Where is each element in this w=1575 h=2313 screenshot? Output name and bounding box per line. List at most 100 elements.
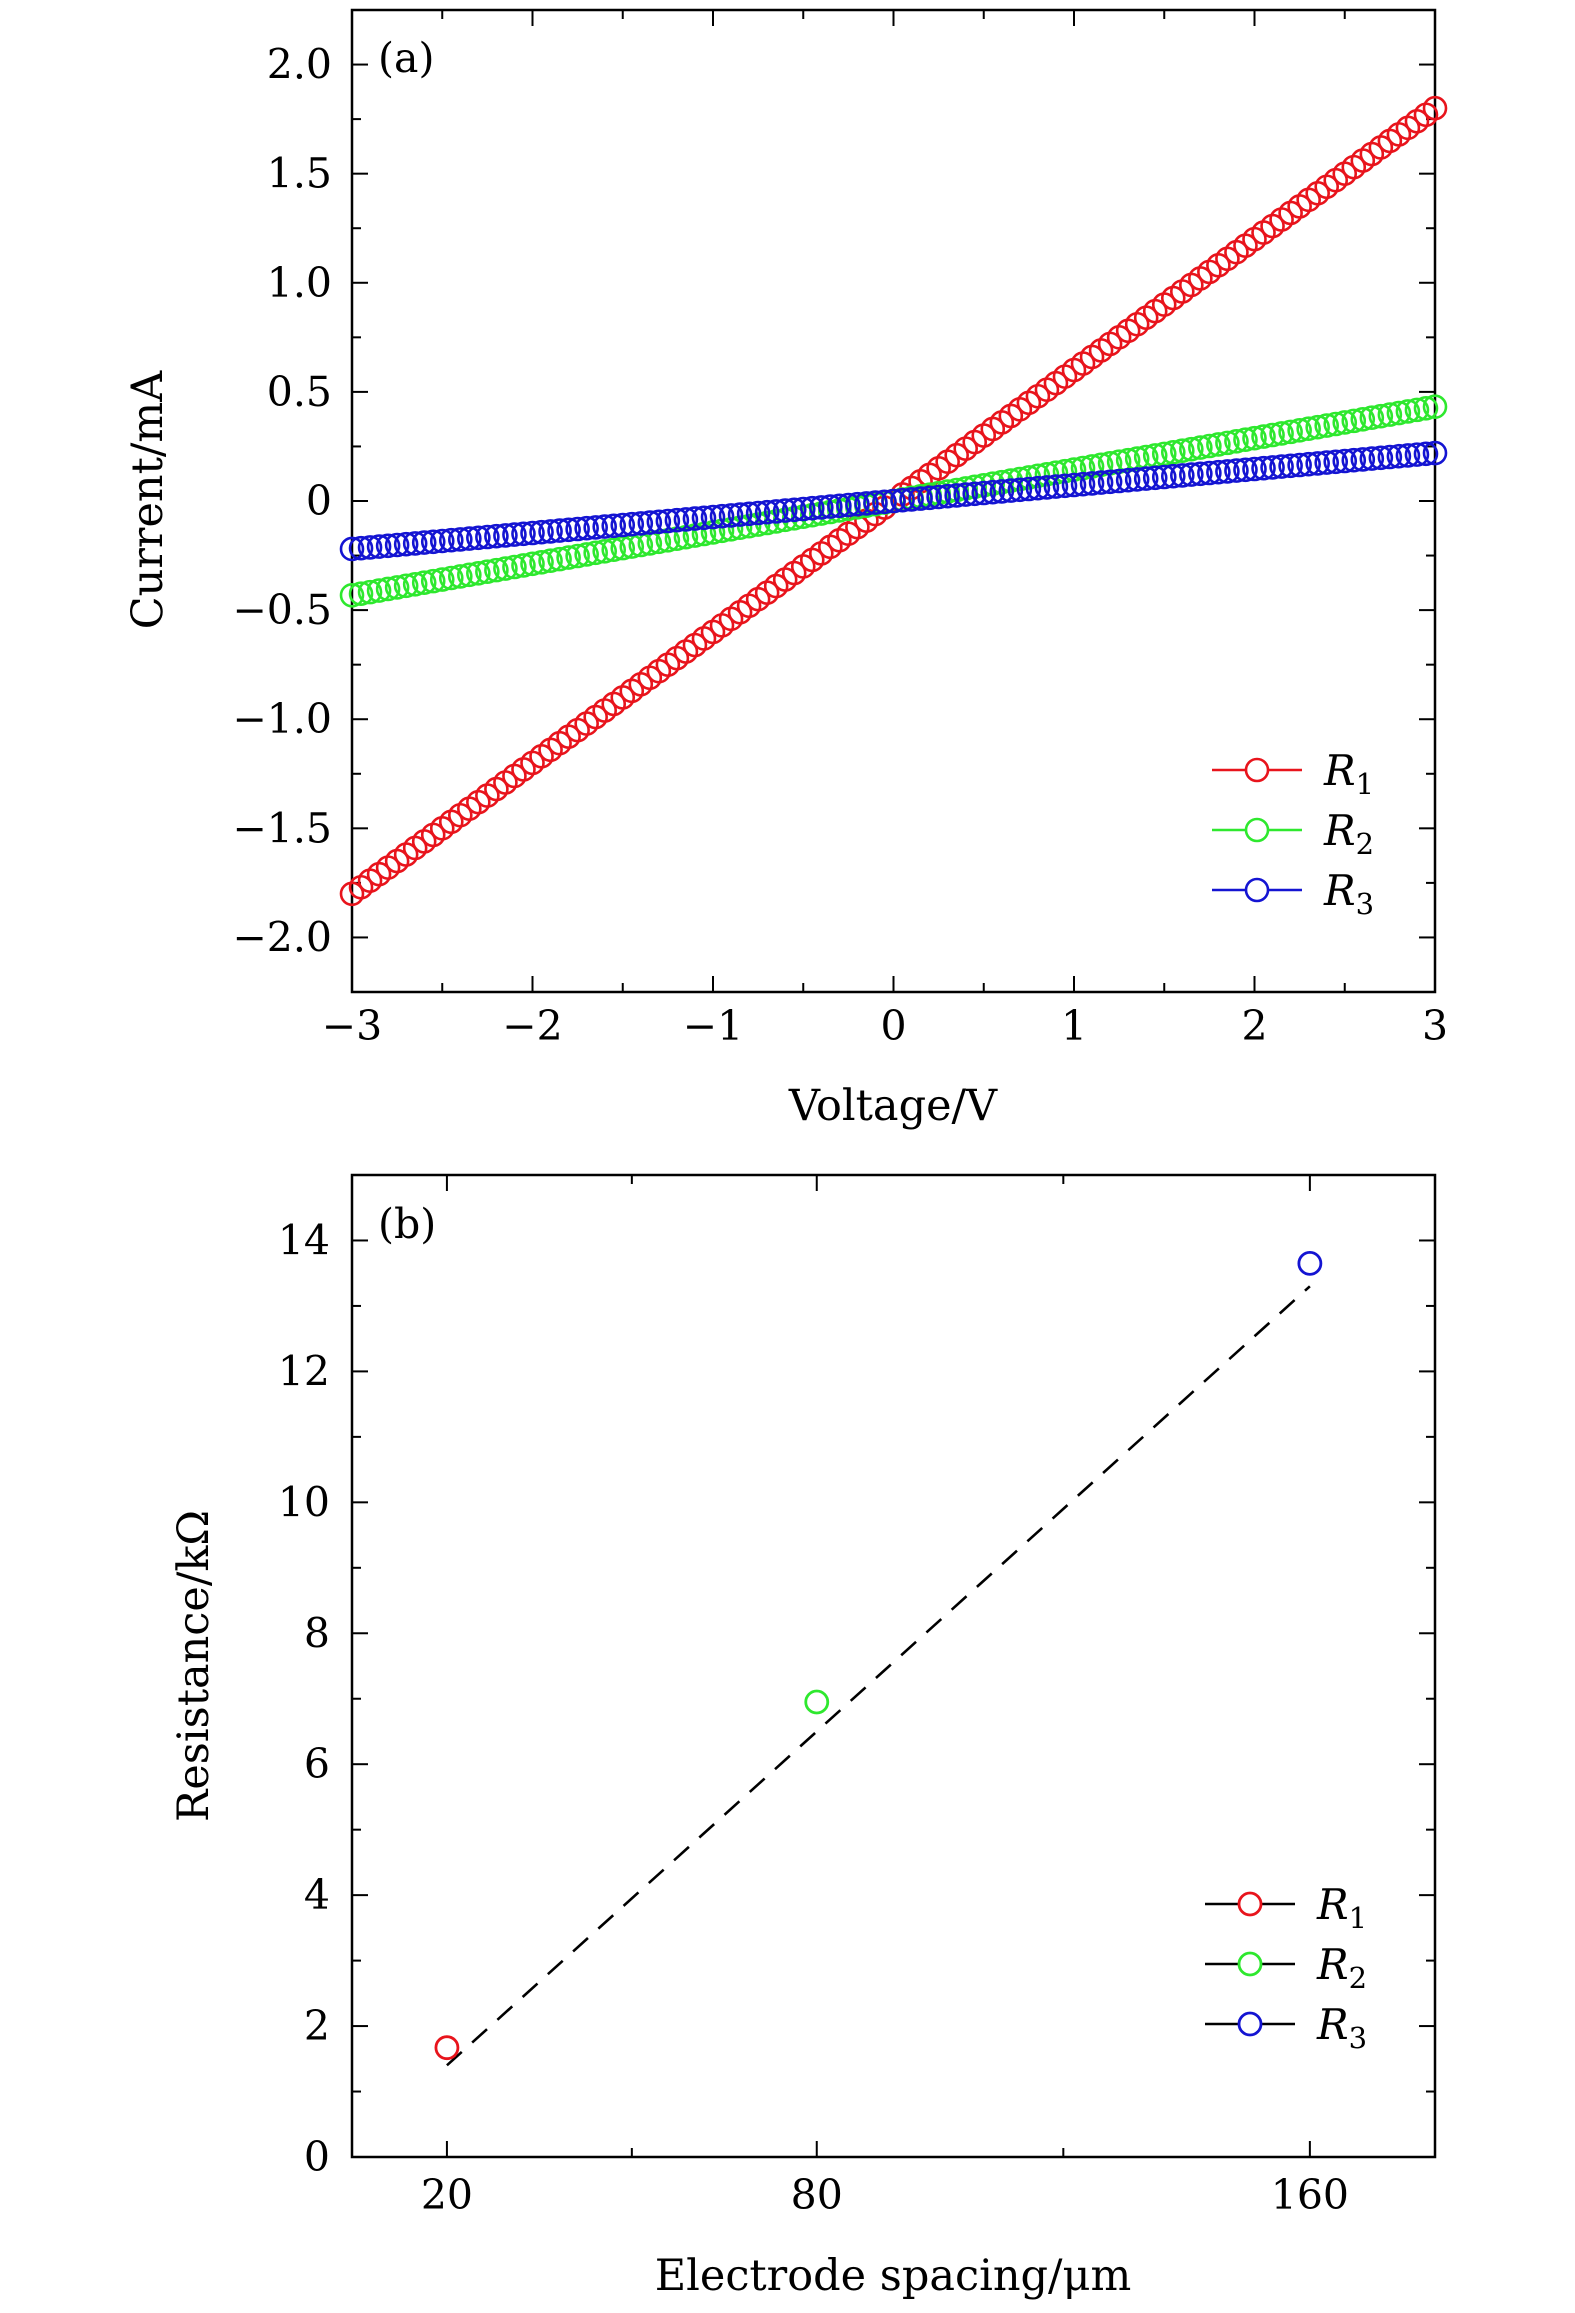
data-point-a-R3: [1170, 463, 1195, 488]
y-tick-label-a: 1.5: [267, 150, 332, 198]
data-point-a-R3: [709, 503, 735, 529]
legend-marker-b: [1237, 2011, 1263, 2037]
legend-label-a: R3: [1323, 866, 1374, 921]
fit-line-b: [446, 1285, 1311, 2067]
data-point-a-R3: [601, 513, 627, 539]
data-point-a-R3: [1097, 469, 1123, 495]
data-point-a-R2: [1224, 428, 1249, 454]
data-point-a-R2: [484, 557, 509, 583]
data-point-a-R3: [836, 492, 861, 518]
data-point-a-R3: [475, 524, 500, 550]
x-tick-label-b: 160: [1271, 2171, 1349, 2219]
data-point-a-R3: [1251, 455, 1276, 481]
y-tick-label-b: 8: [304, 1609, 330, 1657]
data-point-a-R3: [529, 519, 554, 545]
data-point-a-R3: [980, 479, 1006, 505]
data-point-a-R3: [827, 493, 852, 519]
data-point-a-R3: [610, 512, 636, 538]
data-point-a-R3: [1332, 448, 1358, 474]
data-point-a-R2: [1034, 461, 1060, 487]
data-point-a-R2: [339, 582, 365, 608]
data-point-a-R3: [438, 527, 464, 553]
data-point-a-R2: [1287, 417, 1312, 443]
data-point-a-R3: [863, 490, 888, 515]
data-point-a-R3: [1179, 462, 1204, 487]
data-point-a-R2: [1413, 395, 1439, 421]
legend-label-a: R2: [1323, 806, 1374, 861]
y-axis-title-b: Resistance/kΩ: [169, 1510, 219, 1822]
data-layer-b: [434, 1250, 1323, 2067]
data-point-a-R3: [1233, 457, 1258, 483]
data-point-a-R2: [1278, 419, 1303, 445]
data-point-a-R3: [926, 484, 951, 510]
legend-label-a: R1: [1323, 746, 1374, 801]
legend-name-b: R: [1316, 1880, 1349, 1929]
data-point-a-R3: [1242, 456, 1267, 482]
data-point-a-R3: [944, 483, 969, 508]
data-point-a-R3: [1206, 459, 1231, 485]
data-point-a-R2: [1404, 397, 1430, 423]
y-tick-label-b: 12: [278, 1347, 330, 1395]
data-point-a-R3: [411, 530, 437, 555]
data-point-a-R3: [754, 499, 780, 525]
data-point-a-R3: [962, 481, 988, 507]
data-point-a-R3: [574, 515, 599, 541]
data-point-a-R3: [1377, 444, 1403, 470]
x-axis-title-a: Voltage/V: [788, 1081, 998, 1131]
data-point-a-R2: [466, 560, 491, 586]
data-point-a-R3: [881, 488, 906, 514]
data-point-a-R2: [420, 568, 446, 594]
data-point-a-R2: [502, 554, 527, 580]
data-point-a-R2: [1359, 405, 1385, 431]
data-point-a-R2: [447, 564, 473, 589]
data-point-a-R2: [1233, 427, 1258, 453]
data-point-a-R3: [565, 516, 590, 542]
legend-name-a: R: [1323, 746, 1356, 795]
data-point-a-R2: [348, 581, 374, 607]
data-point-a-R2: [357, 579, 383, 605]
data-point-a-R3: [375, 533, 401, 559]
data-point-a-R3: [484, 523, 509, 549]
data-point-a-R2: [574, 542, 599, 567]
data-point-a-R3: [366, 534, 392, 559]
data-point-a-R3: [673, 507, 699, 532]
data-point-a-R3: [1278, 453, 1303, 479]
data-point-a-R2: [411, 570, 437, 596]
data-point-a-R3: [384, 532, 410, 558]
y-tick-label-a: −1.0: [232, 695, 332, 743]
data-point-a-R3: [1115, 467, 1141, 493]
y-tick-label-a: −0.5: [232, 586, 332, 634]
data-point-a-R3: [953, 482, 979, 507]
data-point-a-R3: [357, 535, 383, 560]
data-point-a-R2: [366, 578, 392, 603]
data-point-a-R2: [429, 567, 455, 592]
data-point-a-R3: [583, 515, 608, 540]
axis-ticks-a: −3 −2 −1 0 1 2 3 −2.0 −1.5 −1.0 −0.5 0 0.5 1.0 1.5 2.0: [232, 9, 1448, 1050]
data-point-a-R3: [772, 498, 798, 523]
data-point-a-R3: [1070, 471, 1096, 497]
data-point-a-R3: [1422, 440, 1448, 466]
data-point-a-R3: [619, 511, 645, 537]
data-point-a-R2: [1386, 400, 1412, 426]
data-point-a-R3: [502, 522, 527, 547]
data-point-a-R3: [745, 500, 771, 526]
legend-marker-a: [1244, 877, 1270, 903]
data-point-a-R3: [1404, 442, 1430, 467]
legend-label-b: R1: [1316, 1880, 1367, 1935]
data-point-a-R3: [466, 525, 491, 551]
y-tick-label-b: 14: [278, 1216, 330, 1264]
data-point-a-R3: [1260, 455, 1285, 480]
data-point-a-R2: [1188, 435, 1213, 460]
legend-name-a: R: [1323, 806, 1356, 855]
data-point-a-R3: [655, 508, 681, 534]
data-point-a-R3: [718, 503, 744, 528]
data-point-a-R2: [1260, 422, 1285, 448]
series-a-R3: [339, 440, 1448, 562]
data-point-a-R2: [1323, 411, 1349, 437]
data-point-a-R3: [520, 520, 545, 546]
data-point-a-R3: [989, 479, 1015, 504]
x-tick-label-a: −1: [683, 1002, 743, 1050]
data-point-a-R2: [457, 562, 482, 588]
legend-subscript-b: 3: [1349, 2021, 1367, 2055]
